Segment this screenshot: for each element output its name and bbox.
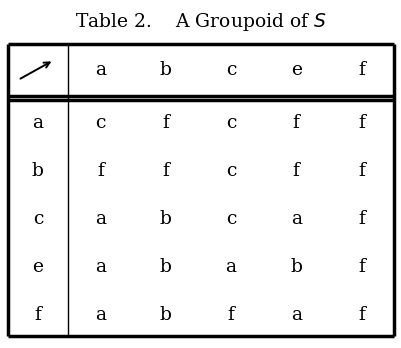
Text: e: e <box>32 259 43 277</box>
Text: c: c <box>225 61 236 79</box>
Text: f: f <box>97 163 104 181</box>
Text: a: a <box>95 61 106 79</box>
Text: f: f <box>292 163 299 181</box>
Text: c: c <box>225 211 236 229</box>
Text: a: a <box>95 307 106 324</box>
Text: f: f <box>357 61 364 79</box>
Text: f: f <box>162 114 169 133</box>
Text: f: f <box>357 114 364 133</box>
Text: Table 2.    A Groupoid of $S$: Table 2. A Groupoid of $S$ <box>75 11 326 33</box>
Text: f: f <box>292 114 299 133</box>
Text: f: f <box>357 307 364 324</box>
Text: c: c <box>225 114 236 133</box>
Text: a: a <box>95 259 106 277</box>
Text: f: f <box>227 307 234 324</box>
Text: f: f <box>162 163 169 181</box>
Text: b: b <box>32 163 44 181</box>
Text: e: e <box>290 61 301 79</box>
Text: a: a <box>95 211 106 229</box>
Text: a: a <box>290 211 301 229</box>
Text: a: a <box>225 259 236 277</box>
Text: f: f <box>357 259 364 277</box>
Text: b: b <box>160 307 171 324</box>
Text: c: c <box>33 211 43 229</box>
Text: b: b <box>160 211 171 229</box>
Text: b: b <box>290 259 302 277</box>
Text: f: f <box>34 307 41 324</box>
Text: c: c <box>95 114 105 133</box>
Text: c: c <box>225 163 236 181</box>
Text: f: f <box>357 163 364 181</box>
Text: a: a <box>290 307 301 324</box>
Text: f: f <box>357 211 364 229</box>
Text: a: a <box>32 114 43 133</box>
Text: b: b <box>160 259 171 277</box>
Text: b: b <box>160 61 171 79</box>
